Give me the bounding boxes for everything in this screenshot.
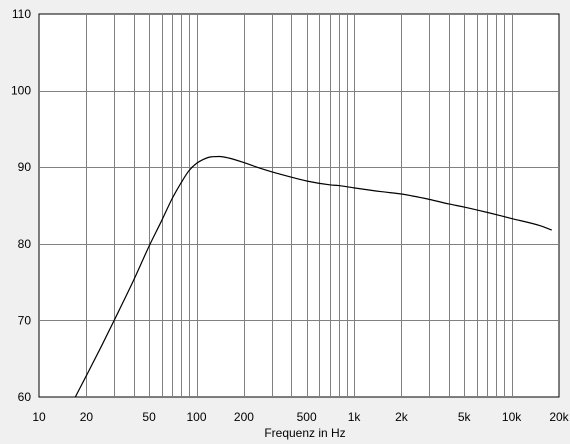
x-axis-label: Frequenz in Hz — [264, 426, 345, 440]
x-tick-label: 100 — [187, 410, 207, 424]
response-curve — [74, 155, 552, 398]
x-tick-label: 1k — [348, 410, 362, 424]
y-tick-label: 70 — [18, 313, 32, 327]
y-tick-label: 80 — [18, 237, 32, 251]
y-tick-label: 60 — [18, 390, 32, 404]
x-tick-label: 5k — [458, 410, 472, 424]
x-tick-label: 20 — [80, 410, 94, 424]
tick-labels: 10 20 50 100 200 500 1k 2k 5k 10k 20k 60 70 80 90 100 11… — [11, 7, 570, 424]
plot-area — [38, 13, 560, 398]
x-tick-label: 500 — [297, 410, 317, 424]
y-tick-label: 90 — [18, 160, 32, 174]
x-tick-label: 10 — [32, 410, 46, 424]
y-tick-label: 110 — [12, 7, 31, 21]
x-tick-label: 2k — [395, 410, 409, 424]
x-tick-label: 200 — [234, 410, 254, 424]
x-tick-label: 50 — [142, 410, 156, 424]
x-tick-label: 10k — [502, 410, 522, 424]
x-tick-label: 20k — [549, 410, 569, 424]
grid — [39, 14, 559, 397]
y-tick-label: 100 — [11, 84, 31, 98]
